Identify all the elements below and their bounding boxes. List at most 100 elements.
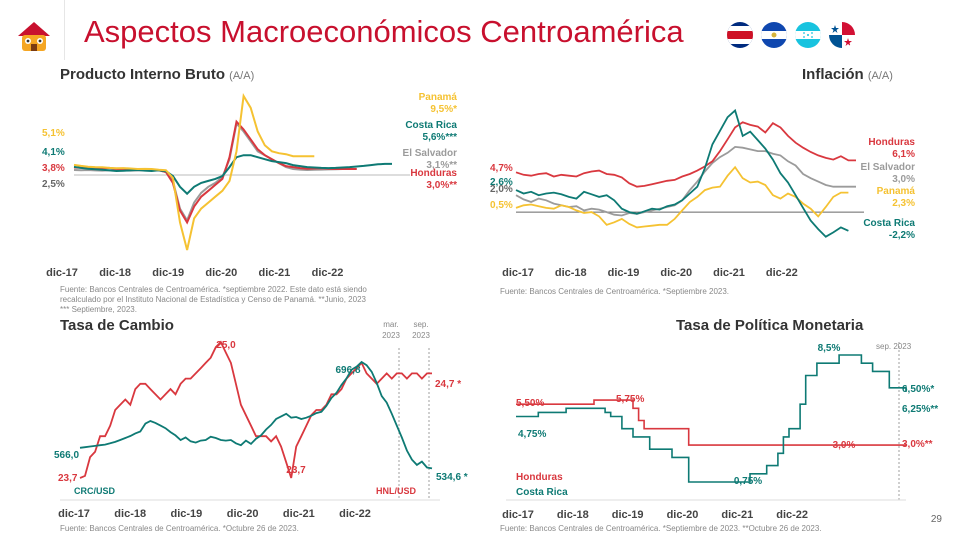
gdp-series-line-panamá [73, 93, 315, 251]
fx-annotation: 534,6 * [436, 472, 468, 483]
policy-annotation: 3,0% [833, 440, 856, 451]
fx-marker-year: 2023 [382, 331, 400, 340]
honduras-flag [795, 22, 821, 48]
policy-rate-title: Tasa de Política Monetaria [676, 317, 864, 334]
inflation-series-line-honduras [515, 121, 856, 188]
fx-chart: mar. 2023 sep. 2023 25,0 696,8 566,0 23,7 23,7 24… [54, 320, 468, 520]
gdp-x-tick: dic-19 [152, 267, 184, 279]
inflation-left-label: 2,6% [490, 177, 513, 188]
fx-x-tick: dic-20 [227, 508, 259, 520]
inflation-title-text: Inflación [802, 66, 864, 83]
inflation-series-name: El Salvador [861, 162, 916, 173]
policy-annotation: 5,75% [616, 394, 644, 405]
gdp-series-name: Honduras [410, 168, 457, 179]
policy-legend-honduras: Honduras [516, 472, 563, 483]
inflation-x-tick: dic-20 [660, 267, 692, 279]
fx-legend-crc: CRC/USD [74, 486, 116, 496]
fx-marker-label: sep. [413, 320, 428, 329]
gdp-series-name: Panamá [419, 92, 458, 103]
gdp-left-label: 2,5% [42, 179, 65, 190]
policy-annotation: 6,25%** [902, 404, 938, 415]
inflation-series-value: -2,2% [889, 230, 915, 241]
gdp-title: Producto Interno Bruto (A/A) [60, 66, 254, 83]
inflation-x-tick: dic-21 [713, 267, 745, 279]
fx-x-tick: dic-22 [339, 508, 371, 520]
inflation-series-value: 2,3% [892, 198, 915, 209]
inflation-left-label: 4,7% [490, 163, 513, 174]
fx-annotation: 566,0 [54, 450, 79, 461]
policy-source: Fuente: Bancos Centrales de Centroaméric… [500, 524, 822, 533]
fx-x-tick: dic-21 [283, 508, 315, 520]
page-number: 29 [930, 514, 942, 525]
inflation-series-name: Panamá [877, 186, 916, 197]
policy-annotation: 0,75% [734, 476, 762, 487]
gdp-series-value: 5,6%*** [423, 132, 458, 143]
policy-annotation: 6,50%* [902, 384, 934, 395]
gdp-left-label: 4,1% [42, 147, 65, 158]
policy-annotation: 5,50% [516, 398, 544, 409]
gdp-series-name: El Salvador [403, 148, 458, 159]
inflation-series-value: 3,0% [892, 174, 915, 185]
house-logo-icon [18, 22, 50, 51]
inflation-unit: (A/A) [867, 70, 893, 82]
policy-x-tick: dic-17 [502, 509, 534, 521]
fx-hnl-line [79, 340, 432, 479]
policy-annotation: 8,5% [818, 343, 841, 354]
header-divider [64, 0, 65, 60]
inflation-title: Inflación (A/A) [802, 66, 893, 83]
fx-title: Tasa de Cambio [60, 317, 174, 334]
fx-annotation: 23,7 [286, 465, 306, 476]
fx-annotation: 24,7 * [435, 379, 461, 390]
gdp-series-value: 9,5%* [430, 104, 457, 115]
fx-x-tick: dic-17 [58, 508, 90, 520]
company-logo [14, 18, 54, 56]
gdp-left-label: 5,1% [42, 128, 65, 139]
policy-x-tick: dic-22 [776, 509, 808, 521]
fx-crc-line [79, 360, 433, 470]
inflation-x-tick: dic-17 [502, 267, 534, 279]
inflation-series-line-panamá [515, 165, 849, 229]
inflation-x-tick: dic-18 [555, 267, 587, 279]
fx-source: Fuente: Bancos Centrales de Centroaméric… [60, 524, 299, 533]
fx-legend-hnl: HNL/USD [376, 486, 416, 496]
policy-rate-chart: sep. 2023 5,50% 5,75% 4,75% 0,75% 8,5% 3,0% 6,5… [502, 342, 938, 521]
inflation-series-line-costa-rica [515, 108, 849, 238]
policy-costa-rica-line [516, 354, 907, 483]
gdp-title-text: Producto Interno Bruto [60, 66, 225, 83]
policy-x-tick: dic-18 [557, 509, 589, 521]
gdp-x-tick: dic-20 [205, 267, 237, 279]
policy-x-tick: dic-20 [667, 509, 699, 521]
gdp-x-tick: dic-17 [46, 267, 78, 279]
costa-rica-flag [727, 22, 753, 48]
inflation-left-label: 0,5% [490, 200, 513, 211]
policy-marker-label: sep. 2023 [876, 342, 912, 351]
inflation-series-line-el-salvador [515, 145, 856, 217]
gdp-series-name: Costa Rica [405, 120, 457, 131]
fx-marker-label: mar. [383, 320, 399, 329]
inflation-left-label: 2,0% [490, 184, 513, 195]
inflation-series-name: Honduras [868, 137, 915, 148]
gdp-series-line-costa-rica [73, 154, 392, 196]
inflation-series-name: Costa Rica [863, 218, 915, 229]
inflation-x-tick: dic-22 [766, 267, 798, 279]
gdp-x-tick: dic-21 [259, 267, 291, 279]
gdp-source: Fuente: Bancos Centrales de Centroaméric… [60, 285, 367, 314]
gdp-x-tick: dic-22 [312, 267, 344, 279]
fx-x-tick: dic-18 [114, 508, 146, 520]
gdp-series-value: 3,1%** [426, 160, 457, 171]
fx-annotation: 25,0 [216, 340, 236, 351]
fx-annotation: 23,7 [58, 473, 78, 484]
fx-annotation: 696,8 [335, 365, 360, 376]
policy-annotation: 4,75% [518, 429, 546, 440]
gdp-unit: (A/A) [229, 70, 255, 82]
el-salvador-flag [761, 22, 787, 48]
inflation-source: Fuente: Bancos Centrales de Centroaméric… [500, 287, 730, 296]
policy-x-tick: dic-19 [612, 509, 644, 521]
inflation-x-tick: dic-19 [608, 267, 640, 279]
gdp-x-tick: dic-18 [99, 267, 131, 279]
fx-marker-year: 2023 [412, 331, 430, 340]
policy-annotation: 3,0%** [902, 439, 933, 450]
gdp-series-value: 3,0%** [426, 180, 457, 191]
